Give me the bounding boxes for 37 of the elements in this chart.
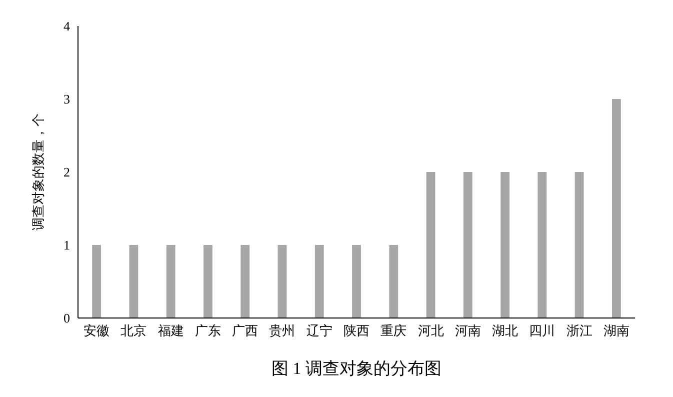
- bar: [538, 172, 547, 318]
- bar: [500, 172, 510, 318]
- x-tick-label: 浙江: [566, 323, 592, 338]
- bar: [314, 245, 324, 318]
- y-tick-label: 2: [64, 164, 70, 180]
- bar: [426, 172, 436, 318]
- x-tick-label: 贵州: [269, 323, 296, 338]
- x-tick-label: 北京: [120, 323, 147, 338]
- x-tick-label: 辽宁: [306, 323, 332, 338]
- x-tick-label: 重庆: [380, 323, 407, 338]
- text: 图 1 调查对象的分布图: [270, 358, 442, 380]
- x-tick-label: 广西: [232, 323, 258, 338]
- x-tick-label: 河北: [418, 323, 444, 338]
- bar: [129, 245, 138, 318]
- bar: [278, 245, 287, 318]
- x-tick-label: 湖北: [492, 323, 518, 338]
- x-tick-label: 广东: [194, 323, 221, 338]
- x-tick-label: 陕西: [344, 323, 370, 338]
- y-axis-title: 调查对象的数量，个: [30, 114, 46, 230]
- bar: [240, 245, 250, 318]
- x-tick-label: 四川: [529, 323, 556, 338]
- y-tick-label: 1: [64, 238, 70, 253]
- bar: [204, 245, 212, 318]
- bar: [463, 172, 472, 318]
- x-tick-label: 福建: [158, 323, 184, 338]
- bar: [92, 245, 102, 318]
- bar: [574, 172, 584, 318]
- bar: [612, 99, 621, 318]
- y-tick-label: 3: [64, 92, 70, 107]
- x-tick-label: 安徽: [84, 323, 110, 338]
- x-tick-label: 湖南: [603, 323, 630, 338]
- bar: [389, 245, 398, 318]
- x-tick-label: 河南: [454, 323, 481, 338]
- y-tick-label: 0: [64, 310, 70, 326]
- bar: [352, 245, 361, 318]
- bar: [166, 245, 176, 318]
- y-tick-label: 4: [64, 18, 70, 34]
